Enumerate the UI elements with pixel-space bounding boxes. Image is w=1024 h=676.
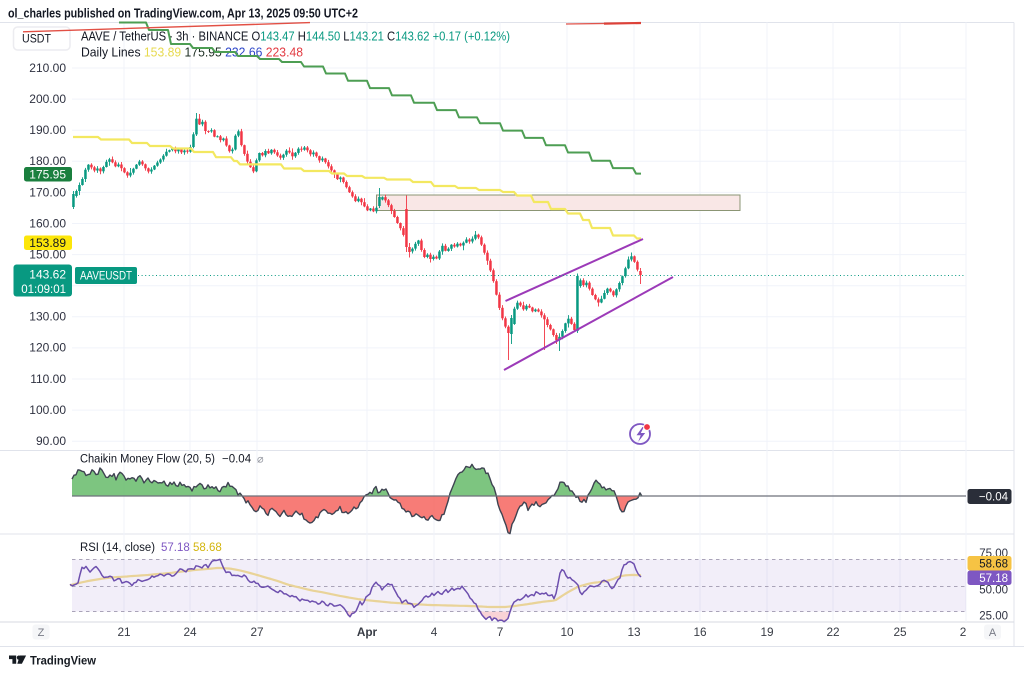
svg-text:90.00: 90.00 [36,434,66,448]
svg-text:57.18: 57.18 [979,573,1008,585]
svg-text:2: 2 [960,625,967,639]
svg-text:58.68: 58.68 [979,559,1008,571]
svg-text:50.00: 50.00 [979,585,1008,597]
svg-text:A: A [989,627,997,639]
svg-text:7: 7 [497,625,504,639]
svg-text:25.00: 25.00 [979,611,1008,623]
svg-text:150.00: 150.00 [29,248,66,262]
svg-text:120.00: 120.00 [29,341,66,355]
svg-text:58.68: 58.68 [193,542,222,554]
svg-text:01:09:01: 01:09:01 [21,284,66,296]
svg-text:175.95: 175.95 [29,167,66,181]
svg-text:RSI (14, close): RSI (14, close) [80,542,155,554]
svg-text:24: 24 [183,625,197,639]
svg-text:190.00: 190.00 [29,123,66,137]
svg-text:10: 10 [560,625,574,639]
svg-text:170.00: 170.00 [29,185,66,199]
svg-text:TradingView: TradingView [30,656,96,668]
svg-text:16: 16 [693,625,707,639]
svg-text:−0.04: −0.04 [979,492,1009,504]
svg-text:⌀: ⌀ [257,454,264,466]
svg-text:143.62: 143.62 [29,267,66,281]
svg-text:27: 27 [250,625,263,639]
svg-text:22: 22 [826,625,839,639]
svg-text:200.00: 200.00 [29,92,66,106]
svg-text:4: 4 [431,625,438,639]
svg-text:19: 19 [760,625,773,639]
svg-text:180.00: 180.00 [29,154,66,168]
svg-text:AAVE / TetherUS · 3h · BINANCE: AAVE / TetherUS · 3h · BINANCE O143.47 H… [81,29,510,44]
svg-text:100.00: 100.00 [29,403,66,417]
svg-text:Apr: Apr [357,625,378,639]
svg-text:130.00: 130.00 [29,310,66,324]
svg-text:AAVEUSDT: AAVEUSDT [80,271,132,283]
svg-text:−0.04: −0.04 [222,454,252,466]
svg-text:153.89: 153.89 [29,236,66,250]
svg-text:210.00: 210.00 [29,61,66,75]
svg-text:13: 13 [627,625,641,639]
svg-text:Chaikin Money Flow (20, 5): Chaikin Money Flow (20, 5) [80,454,215,466]
svg-text:57.18: 57.18 [161,542,190,554]
svg-text:110.00: 110.00 [30,372,66,386]
svg-text:USDT: USDT [22,34,51,46]
svg-text:Z: Z [38,627,45,639]
svg-text:160.00: 160.00 [29,216,66,230]
svg-text:21: 21 [117,625,130,639]
svg-text:ol_charles published on Tradin: ol_charles published on TradingView.com,… [8,7,358,21]
svg-text:25: 25 [893,625,907,639]
